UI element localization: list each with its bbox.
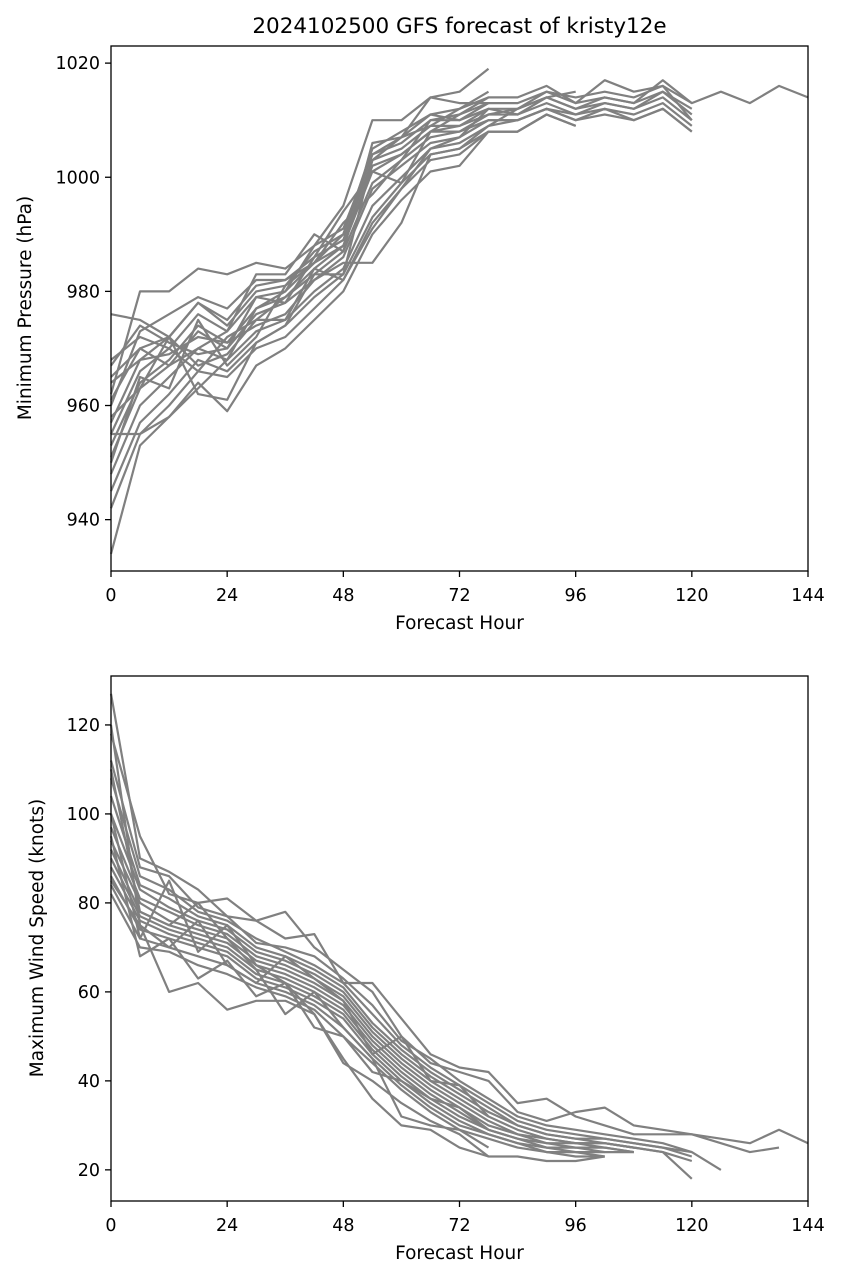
wind-series-line-1 [109, 733, 780, 1154]
wind-x-axis-label: Forecast Hour [395, 1243, 524, 1264]
wind-y-tick-label: 20 [78, 1161, 100, 1181]
wind-x-tick-label: 72 [448, 1216, 470, 1236]
pressure-series-line-14 [110, 108, 490, 418]
wind-x-tick-label: 48 [332, 1216, 354, 1236]
wind-series-line-14 [109, 724, 605, 1163]
wind-series-line-16 [109, 769, 490, 1149]
pressure-y-tick-label: 1000 [55, 168, 100, 188]
wind-series-line-8 [110, 849, 634, 1154]
wind-x-tick-label: 24 [216, 1216, 238, 1236]
pressure-x-tick-label: 120 [675, 586, 708, 606]
pressure-series-line-9 [109, 107, 693, 475]
wind-x-tick-label: 96 [565, 1216, 587, 1236]
pressure-y-tick-label: 1020 [55, 54, 100, 74]
pressure-series-line-5 [110, 90, 693, 424]
pressure-series-line-11 [109, 113, 577, 509]
pressure-series-line-6 [110, 96, 693, 435]
pressure-series-line-4 [109, 90, 693, 406]
wind-series-line-5 [109, 813, 693, 1163]
wind-y-tick-label: 40 [78, 1072, 100, 1092]
wind-panel: 0 24 48 72 96 120 144 20 40 60 80 100 120 Forecast … [27, 675, 825, 1264]
pressure-series-line-17 [110, 102, 489, 367]
pressure-x-ticks: 0 24 48 72 96 120 144 [105, 571, 825, 606]
wind-series-line-0 [109, 693, 809, 1145]
wind-series-line-17 [109, 813, 490, 1131]
pressure-x-tick-label: 96 [565, 586, 587, 606]
wind-series-lines [109, 693, 809, 1180]
pressure-x-tick-label: 72 [448, 586, 470, 606]
wind-y-axis-label: Maximum Wind Speed (knots) [27, 799, 48, 1077]
pressure-y-tick-label: 960 [67, 397, 100, 417]
wind-y-tick-label: 100 [67, 805, 100, 825]
wind-series-line-7 [110, 840, 634, 1149]
pressure-series-lines [109, 67, 809, 555]
pressure-x-axis-label: Forecast Hour [395, 613, 524, 634]
wind-series-line-18 [110, 880, 490, 1118]
wind-series-line-15 [109, 835, 490, 1158]
pressure-y-ticks: 940 960 980 1000 1020 [55, 54, 111, 531]
pressure-series-line-10 [109, 113, 577, 492]
pressure-y-axis-label: Minimum Pressure (hPa) [15, 196, 36, 420]
pressure-panel: 0 24 48 72 96 120 144 940 960 980 1000 1020 Foreca… [15, 45, 825, 634]
pressure-y-tick-label: 980 [67, 282, 100, 302]
wind-y-ticks: 20 40 60 80 100 120 [67, 716, 111, 1181]
wind-series-line-9 [110, 857, 634, 1154]
wind-y-tick-label: 120 [67, 716, 100, 736]
pressure-x-tick-label: 48 [332, 586, 354, 606]
wind-series-line-13 [110, 893, 605, 1158]
wind-series-line-2 [109, 760, 722, 1171]
wind-y-tick-label: 80 [78, 894, 100, 914]
wind-y-tick-label: 60 [78, 983, 100, 1003]
wind-x-tick-label: 0 [105, 1216, 116, 1236]
pressure-series-line-18 [109, 96, 490, 463]
pressure-series-line-16 [110, 102, 490, 401]
pressure-series-line-0 [110, 67, 490, 401]
wind-x-tick-label: 120 [675, 1216, 708, 1236]
pressure-x-tick-label: 0 [105, 586, 116, 606]
pressure-x-tick-label: 144 [791, 586, 824, 606]
wind-x-tick-label: 144 [791, 1216, 824, 1236]
pressure-series-line-1 [110, 79, 809, 373]
pressure-x-tick-label: 24 [216, 586, 238, 606]
wind-x-ticks: 0 24 48 72 96 120 144 [105, 1201, 825, 1236]
chart-title: 2024102500 GFS forecast of kristy12e [252, 14, 666, 39]
wind-series-line-4 [109, 795, 693, 1158]
pressure-y-tick-label: 940 [67, 511, 100, 531]
pressure-series-line-12 [109, 113, 577, 555]
pressure-series-line-3 [109, 84, 693, 395]
pressure-series-line-2 [110, 79, 693, 378]
